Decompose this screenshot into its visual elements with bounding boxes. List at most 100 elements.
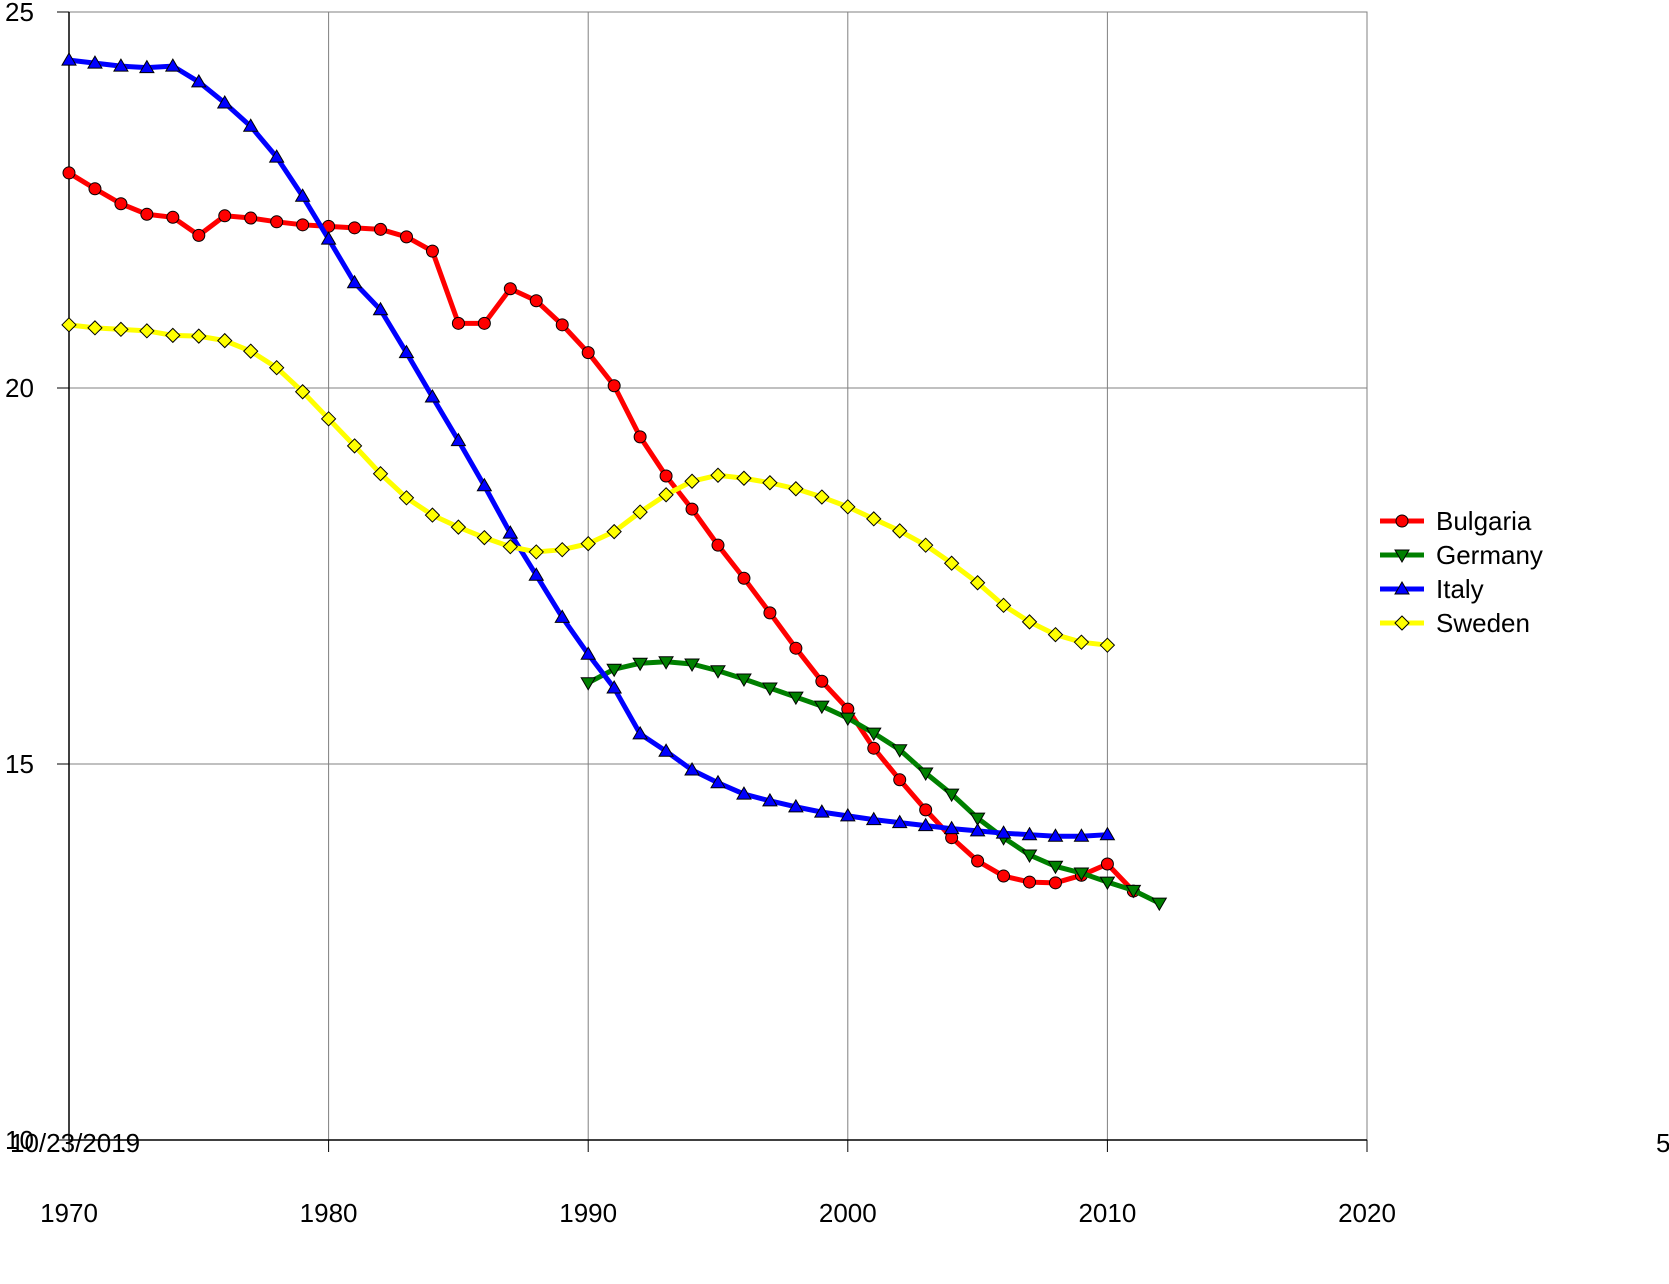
marker xyxy=(684,473,700,489)
marker xyxy=(503,282,517,296)
marker xyxy=(685,502,699,516)
marker xyxy=(164,58,181,72)
footer-page: 5 xyxy=(1656,1128,1669,1158)
marker xyxy=(554,609,571,623)
marker xyxy=(995,825,1012,839)
marker xyxy=(997,869,1011,883)
marker xyxy=(580,646,597,660)
marker xyxy=(1021,614,1038,630)
legend-label: Germany xyxy=(1436,540,1543,570)
marker xyxy=(372,301,389,316)
marker xyxy=(62,166,76,180)
legend-item: Italy xyxy=(1380,574,1484,604)
marker xyxy=(684,658,700,672)
marker xyxy=(762,475,778,491)
marker xyxy=(762,792,778,807)
marker xyxy=(88,182,102,196)
marker xyxy=(815,674,829,688)
marker xyxy=(711,538,725,552)
marker xyxy=(1023,875,1037,889)
legend-item: Sweden xyxy=(1380,608,1530,638)
plot-frame xyxy=(68,11,1368,1141)
marker xyxy=(658,656,674,670)
marker xyxy=(476,529,493,546)
legend-label: Italy xyxy=(1436,574,1484,604)
marker xyxy=(581,346,595,360)
marker xyxy=(61,52,77,66)
marker xyxy=(867,741,881,755)
marker xyxy=(893,773,907,787)
footer-date: 10/23/2019 xyxy=(10,1128,140,1158)
marker xyxy=(917,767,934,782)
marker xyxy=(554,541,570,558)
marker xyxy=(1394,581,1410,595)
marker xyxy=(607,379,621,393)
marker xyxy=(87,320,103,336)
legend-label: Bulgaria xyxy=(1436,506,1532,536)
marker xyxy=(1394,615,1410,631)
marker xyxy=(1047,860,1064,875)
marker xyxy=(971,854,985,868)
marker xyxy=(866,511,882,527)
marker xyxy=(580,535,596,552)
marker xyxy=(788,691,804,706)
marker xyxy=(788,798,804,813)
marker xyxy=(762,682,778,697)
marker xyxy=(917,817,934,832)
marker xyxy=(294,188,311,202)
legend-item: Germany xyxy=(1380,540,1543,570)
marker xyxy=(191,328,207,344)
marker xyxy=(477,316,491,330)
marker xyxy=(1125,884,1142,899)
marker xyxy=(1048,876,1062,890)
marker xyxy=(839,807,856,822)
y-tick-label: 15 xyxy=(5,749,34,779)
marker xyxy=(1151,897,1168,912)
marker xyxy=(813,804,830,818)
marker xyxy=(684,762,700,776)
marker xyxy=(736,470,752,486)
x-tick-label: 1970 xyxy=(40,1198,98,1228)
marker xyxy=(217,332,233,349)
marker xyxy=(244,211,258,225)
x-tick-label: 2020 xyxy=(1338,1198,1396,1228)
x-tick-label: 1980 xyxy=(300,1198,358,1228)
marker xyxy=(348,221,362,235)
series xyxy=(62,166,1140,898)
marker xyxy=(139,59,155,74)
marker xyxy=(710,774,726,789)
marker xyxy=(192,228,206,242)
marker xyxy=(789,641,803,655)
marker xyxy=(943,788,960,803)
marker xyxy=(114,197,128,211)
marker xyxy=(632,504,648,520)
marker xyxy=(529,294,543,308)
marker xyxy=(606,523,622,540)
marker xyxy=(969,575,986,591)
marker xyxy=(1395,514,1409,528)
marker xyxy=(814,489,830,505)
marker xyxy=(218,209,232,223)
series xyxy=(580,656,1168,912)
marker xyxy=(346,274,363,289)
marker xyxy=(87,55,103,69)
x-tick-label: 1990 xyxy=(559,1198,617,1228)
marker xyxy=(216,94,233,109)
marker xyxy=(372,466,389,482)
marker xyxy=(1047,626,1064,643)
marker xyxy=(165,327,181,344)
marker xyxy=(763,606,777,620)
marker xyxy=(788,481,804,497)
marker xyxy=(917,537,934,553)
marker xyxy=(995,597,1012,614)
legend-item: Bulgaria xyxy=(1380,506,1532,536)
y-tick-label: 25 xyxy=(5,0,34,27)
marker xyxy=(1021,849,1038,863)
marker xyxy=(166,210,180,224)
marker xyxy=(892,523,908,539)
marker xyxy=(450,432,467,447)
marker xyxy=(1099,826,1116,841)
marker xyxy=(659,469,673,483)
marker xyxy=(139,323,155,339)
